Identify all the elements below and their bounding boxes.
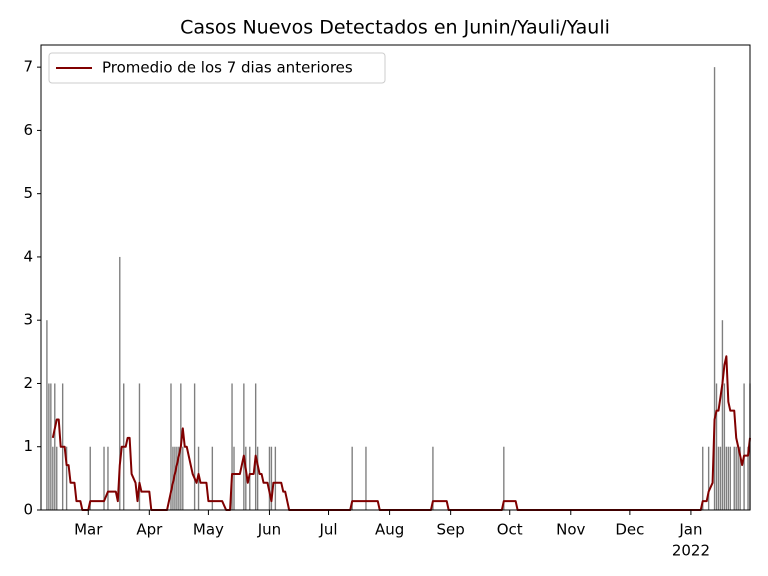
bar [138, 383, 141, 510]
y-tick-label: 3 [23, 311, 33, 329]
y-tick-label: 7 [23, 58, 33, 76]
bar [89, 446, 91, 510]
y-tick-label: 2 [23, 374, 33, 392]
x-year-label: 2022 [672, 542, 710, 560]
legend-label: Promedio de los 7 dias anteriores [102, 59, 353, 77]
bar [50, 383, 52, 510]
bar [737, 446, 739, 510]
bar [432, 446, 434, 510]
bar [729, 446, 731, 510]
bar [231, 383, 233, 510]
bar [119, 256, 121, 510]
bar [715, 383, 718, 510]
bar [170, 383, 172, 510]
y-tick-label: 6 [23, 121, 33, 139]
x-tick-label: May [193, 521, 224, 539]
bar [739, 446, 741, 510]
x-tick-label: Jul [318, 521, 337, 539]
bar [702, 446, 704, 510]
x-tick-label: Jan [678, 521, 702, 539]
y-tick-label: 1 [23, 437, 33, 455]
bar [174, 446, 176, 510]
bar [743, 383, 745, 510]
bar [735, 446, 737, 510]
bar [503, 446, 505, 510]
average-line [51, 355, 751, 511]
bar [56, 446, 58, 510]
chart-title: Casos Nuevos Detectados en Junin/Yauli/Y… [180, 17, 610, 39]
bar [747, 446, 749, 510]
bar [725, 446, 728, 510]
bar [103, 446, 105, 510]
bar [254, 383, 257, 510]
x-tick-label: Sep [437, 521, 465, 539]
bar [723, 383, 726, 510]
bar [713, 67, 716, 511]
bar [65, 446, 68, 510]
bar [52, 446, 54, 510]
bar [245, 446, 247, 510]
bar [365, 446, 367, 510]
bar [243, 383, 245, 510]
y-tick-label: 5 [23, 184, 33, 202]
y-tick-label: 4 [23, 247, 33, 265]
bar [193, 383, 196, 510]
bar [270, 446, 273, 510]
x-tick-label: Nov [556, 521, 585, 539]
bar [46, 320, 48, 510]
bar [719, 446, 722, 510]
bar [176, 446, 178, 510]
bar [256, 446, 259, 510]
plot-frame [40, 44, 751, 511]
bar [211, 446, 214, 510]
x-tick-label: Apr [136, 521, 163, 539]
bar [178, 446, 180, 510]
bar [48, 383, 50, 510]
y-tick-label: 0 [23, 501, 33, 519]
x-tick-label: Jun [257, 521, 281, 539]
bar [233, 446, 235, 510]
bar [274, 446, 277, 510]
bar [707, 446, 710, 510]
bar [717, 446, 720, 510]
bar [182, 446, 184, 510]
x-tick-label: Dec [615, 521, 644, 539]
legend: Promedio de los 7 dias anteriores [48, 52, 386, 84]
x-tick-label: Aug [375, 521, 404, 539]
x-tick-label: Oct [497, 521, 523, 539]
legend-box [48, 52, 386, 84]
bar [721, 320, 724, 510]
bar [351, 446, 353, 510]
x-tick-label: Mar [74, 521, 103, 539]
bar [727, 446, 730, 510]
bar [268, 446, 271, 510]
bar [733, 446, 735, 510]
bar [54, 383, 56, 510]
bar [107, 446, 109, 510]
